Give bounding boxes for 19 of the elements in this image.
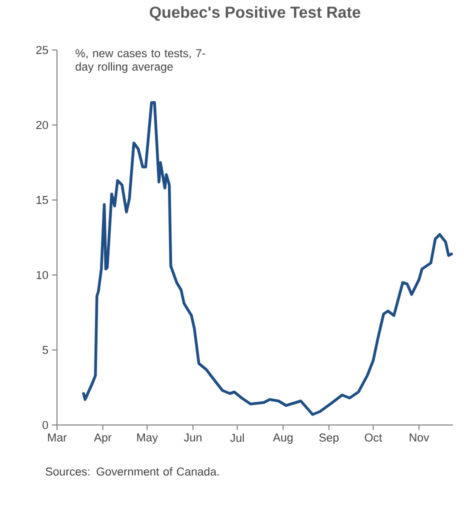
x-tick-label: May bbox=[137, 434, 158, 444]
x-tick-label: Jul bbox=[230, 434, 244, 442]
y-tick-label: 5 bbox=[42, 346, 48, 354]
line-series bbox=[82, 101, 453, 416]
x-tick-label: Mar bbox=[48, 434, 67, 442]
y-tick-label: 10 bbox=[36, 270, 48, 280]
x-tick-label: Nov bbox=[410, 434, 430, 442]
y-tick-label: 20 bbox=[36, 120, 48, 130]
x-tick-label: Apr bbox=[94, 434, 112, 444]
source-note: Sources: Government of Canada. bbox=[46, 467, 219, 476]
chart-title: Quebec's Positive Test Rate bbox=[150, 6, 360, 21]
y-tick-label: 0 bbox=[42, 420, 48, 430]
y-tick-label: 25 bbox=[36, 46, 48, 54]
annotation: %, new cases to tests, 7-day rolling average bbox=[76, 49, 206, 73]
x-tick-label: Sep bbox=[319, 434, 339, 444]
x-tick-label: Aug bbox=[272, 434, 293, 444]
x-tick-label: Jun bbox=[184, 434, 202, 442]
x-tick-label: Oct bbox=[364, 434, 382, 442]
y-tick-label: 15 bbox=[36, 196, 48, 204]
